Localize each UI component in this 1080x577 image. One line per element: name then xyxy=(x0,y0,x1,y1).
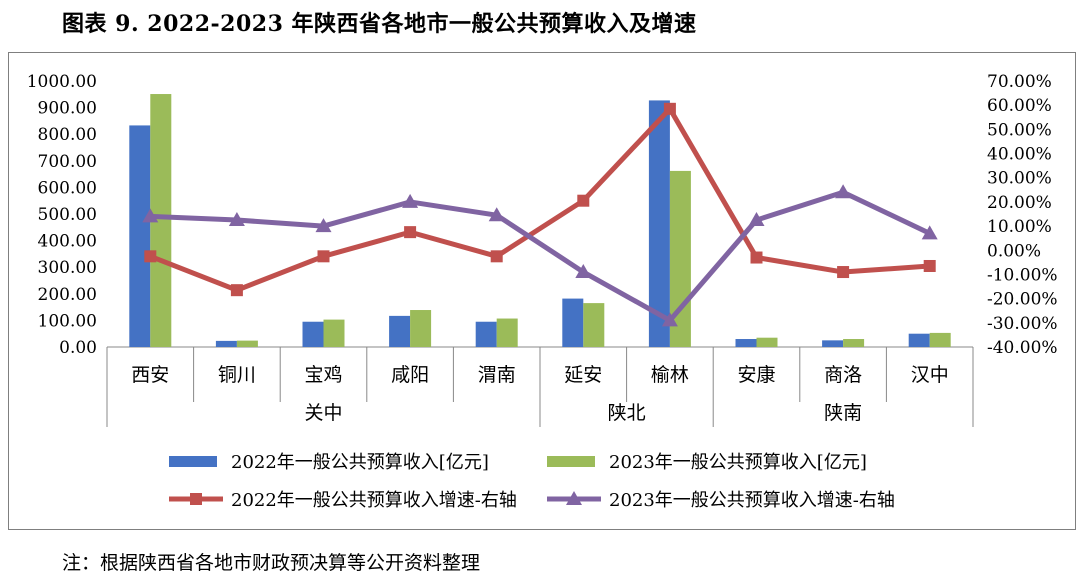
category-label: 榆林 xyxy=(651,364,689,386)
legend-label: 2022年一般公共预算收入[亿元] xyxy=(231,452,489,473)
point-2023-growth xyxy=(315,218,332,233)
bar-2022 xyxy=(735,339,757,347)
left-axis-tick-label: 600.00 xyxy=(38,178,97,198)
chart-frame: 0.00 100.00 200.00 300.00 400.00 500.00 600.00… xyxy=(8,52,1076,530)
point-2022-growth xyxy=(750,251,763,264)
point-2022-growth xyxy=(404,226,417,239)
right-axis-tick-label: -20.00% xyxy=(987,290,1058,310)
left-axis-tick-label: 500.00 xyxy=(38,205,97,225)
group-label: 陕北 xyxy=(608,402,646,424)
bar-2023 xyxy=(150,94,172,347)
point-2023-growth xyxy=(488,207,505,222)
group-label: 陕南 xyxy=(824,402,862,424)
bar-2023 xyxy=(843,339,865,347)
point-2023-growth xyxy=(142,208,159,223)
bar-2022 xyxy=(129,125,151,347)
legend-marker xyxy=(190,493,202,505)
category-label: 西安 xyxy=(131,364,169,386)
bar-2023 xyxy=(496,318,518,347)
right-axis-tick-label: -10.00% xyxy=(987,265,1058,285)
right-axis-tick-label: 0.00% xyxy=(987,241,1041,261)
point-2022-growth xyxy=(577,194,590,207)
category-label: 安康 xyxy=(737,364,775,386)
left-axis-tick-label: 300.00 xyxy=(38,258,97,278)
legend-swatch xyxy=(169,456,217,467)
left-axis-tick-label: 800.00 xyxy=(38,125,97,145)
bar-2023 xyxy=(756,337,778,347)
bar-2022 xyxy=(562,298,584,347)
category-label: 渭南 xyxy=(478,364,516,386)
line-series-2023-growth xyxy=(147,189,933,323)
bar-2023 xyxy=(323,319,345,347)
point-2023-growth xyxy=(228,212,245,227)
legend-layer: 2022年一般公共预算收入[亿元] 2023年一般公共预算收入[亿元] 2022年一… xyxy=(169,452,895,511)
left-axis-tick-label: 100.00 xyxy=(38,311,97,331)
combo-chart: 0.00 100.00 200.00 300.00 400.00 500.00 600.00… xyxy=(27,72,1058,511)
point-2022-growth xyxy=(663,102,676,115)
bar-2023 xyxy=(583,303,605,347)
category-label: 咸阳 xyxy=(391,364,429,386)
left-axis-tick-label: 400.00 xyxy=(38,232,97,252)
point-2023-growth xyxy=(835,184,852,199)
legend-label: 2023年一般公共预算收入增速-右轴 xyxy=(609,490,895,511)
lines-layer xyxy=(142,102,938,327)
point-2023-growth xyxy=(748,212,765,227)
right-axis-tick-label: 20.00% xyxy=(987,193,1052,213)
right-axis-tick-label: 70.00% xyxy=(987,72,1052,92)
axes-layer: 0.00 100.00 200.00 300.00 400.00 500.00 600.00… xyxy=(27,72,1058,358)
legend-label: 2023年一般公共预算收入[亿元] xyxy=(609,452,867,473)
group-label: 关中 xyxy=(304,402,342,424)
point-2022-growth xyxy=(144,250,157,263)
left-axis-tick-label: 200.00 xyxy=(38,285,97,305)
source-note: 注：根据陕西省各地市财政预决算等公开资料整理 xyxy=(62,552,481,574)
bar-2022 xyxy=(475,321,497,347)
bar-2022 xyxy=(389,315,411,347)
chart-title: 图表 9. 2022-2023 年陕西省各地市一般公共预算收入及增速 xyxy=(62,11,697,37)
bar-2023 xyxy=(929,332,951,347)
bar-2023 xyxy=(410,310,432,347)
right-axis-tick-label: -40.00% xyxy=(987,338,1058,358)
point-2023-growth xyxy=(661,312,678,327)
right-axis-tick-label: 60.00% xyxy=(987,96,1052,116)
left-axis-tick-label: 0.00 xyxy=(59,338,97,358)
legend-label: 2022年一般公共预算收入增速-右轴 xyxy=(231,490,517,511)
category-label: 铜川 xyxy=(218,364,256,386)
right-axis-tick-label: 50.00% xyxy=(987,120,1052,140)
left-axis-tick-label: 700.00 xyxy=(38,152,97,172)
category-label: 延安 xyxy=(564,364,602,386)
category-label: 商洛 xyxy=(824,364,862,386)
legend-swatch xyxy=(547,456,595,467)
category-label: 宝鸡 xyxy=(304,364,342,386)
category-label: 汉中 xyxy=(911,364,949,386)
bar-2023 xyxy=(236,340,258,347)
bar-2022 xyxy=(822,340,844,347)
bars-layer xyxy=(129,94,951,347)
bar-2022 xyxy=(908,333,930,347)
bar-2022 xyxy=(648,100,670,347)
right-axis-tick-label: 40.00% xyxy=(987,145,1052,165)
left-axis-tick-label: 900.00 xyxy=(38,99,97,119)
bar-2022 xyxy=(215,340,237,347)
right-axis-tick-label: 10.00% xyxy=(987,217,1052,237)
legend-marker xyxy=(566,491,582,505)
right-axis-tick-label: -30.00% xyxy=(987,314,1058,334)
point-2022-growth xyxy=(923,259,936,272)
point-2023-growth xyxy=(575,264,592,279)
point-2022-growth xyxy=(837,266,850,279)
point-2023-growth xyxy=(402,193,419,208)
line-series-2022-growth xyxy=(147,106,933,293)
right-axis-tick-label: 30.00% xyxy=(987,169,1052,189)
left-axis-tick-label: 1000.00 xyxy=(27,72,97,92)
point-2022-growth xyxy=(317,250,330,263)
bar-2022 xyxy=(302,321,324,347)
point-2022-growth xyxy=(490,250,503,263)
point-2022-growth xyxy=(230,284,243,297)
point-2023-growth xyxy=(921,225,938,240)
